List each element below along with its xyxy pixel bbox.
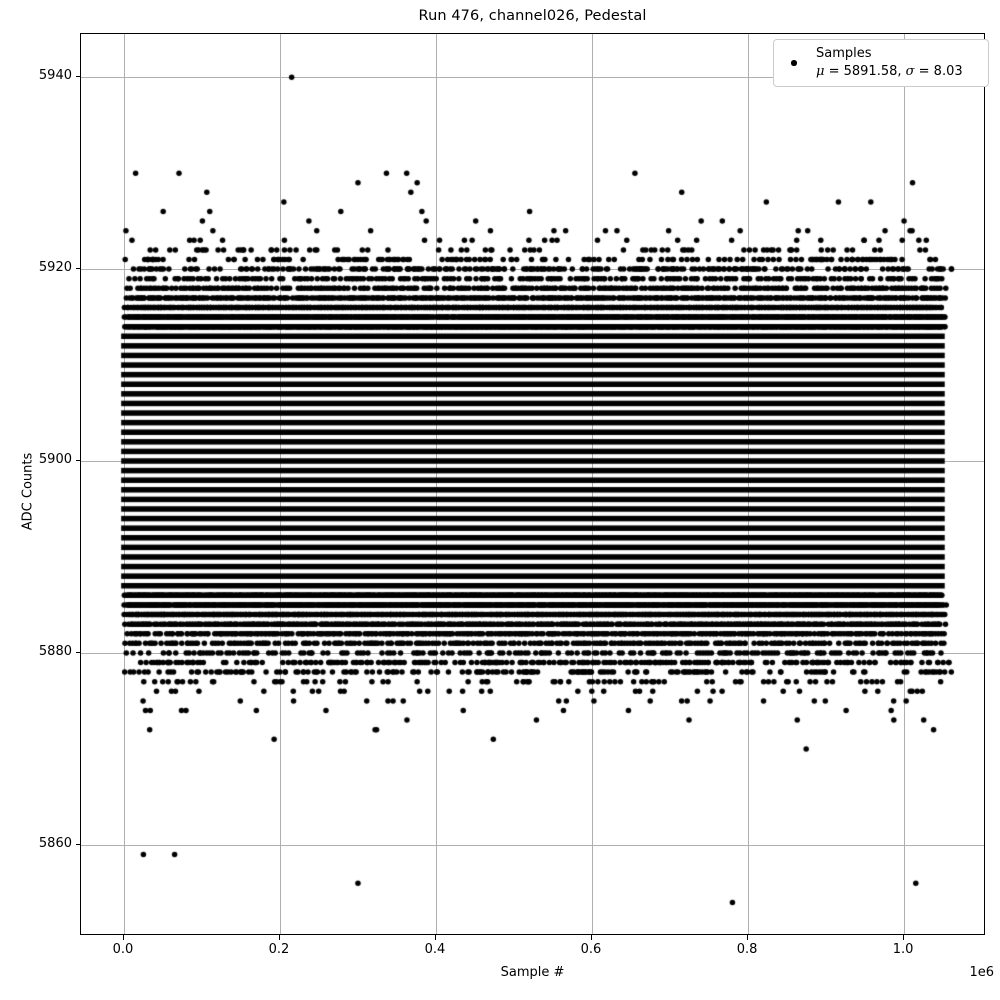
y-tick-label: 5860 xyxy=(38,835,72,851)
y-tick-mark xyxy=(75,76,80,78)
x-tick-mark xyxy=(278,935,281,940)
y-axis-label: ADC Counts xyxy=(20,452,36,531)
x-tick-label: 0.0 xyxy=(112,942,134,957)
y-tick-label: 5940 xyxy=(38,68,72,84)
scatter-points-layer xyxy=(81,34,984,934)
x-tick-label: 0.2 xyxy=(268,942,290,957)
y-tick-mark xyxy=(75,460,80,462)
legend-box: Samples μ = 5891.58, σ = 8.03 xyxy=(773,39,989,88)
x-tick-label: 0.6 xyxy=(580,942,602,957)
x-tick-label: 1.0 xyxy=(892,942,914,957)
plot-axes-area xyxy=(80,33,985,935)
sigma-symbol: σ xyxy=(905,63,915,79)
legend-text: Samples μ = 5891.58, σ = 8.03 xyxy=(816,46,963,80)
legend-marker-icon xyxy=(781,60,807,66)
x-axis-offset-text: 1e6 xyxy=(969,965,994,980)
mu-symbol: μ xyxy=(816,63,825,79)
y-tick-mark xyxy=(75,268,80,270)
x-tick-mark xyxy=(122,935,124,940)
x-tick-label: 0.8 xyxy=(736,942,758,957)
legend-entry-label: Samples xyxy=(816,46,872,61)
stats-separator: , xyxy=(897,63,906,79)
y-tick-label: 5900 xyxy=(38,452,72,467)
y-tick-label: 5920 xyxy=(38,260,72,276)
page-title: Run 476, channel026, Pedestal xyxy=(418,8,647,24)
x-tick-mark xyxy=(747,935,749,940)
point-marker-icon xyxy=(791,60,797,66)
x-tick-label: 0.4 xyxy=(424,942,446,957)
sigma-value: = 8.03 xyxy=(914,63,963,79)
y-tick-label: 5880 xyxy=(38,643,72,659)
x-tick-mark xyxy=(434,935,437,940)
x-tick-mark xyxy=(903,935,905,940)
x-axis-label: Sample # xyxy=(500,965,565,980)
y-tick-mark xyxy=(75,651,80,654)
mu-value: = 5891.58 xyxy=(824,63,898,79)
y-tick-mark xyxy=(75,843,80,845)
legend-entry-stats: μ = 5891.58, σ = 8.03 xyxy=(816,64,963,81)
x-tick-mark xyxy=(591,935,593,940)
